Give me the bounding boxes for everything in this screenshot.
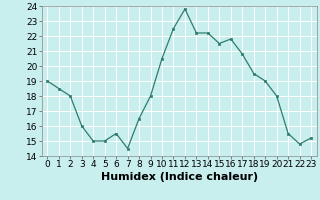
X-axis label: Humidex (Indice chaleur): Humidex (Indice chaleur) [100,172,258,182]
